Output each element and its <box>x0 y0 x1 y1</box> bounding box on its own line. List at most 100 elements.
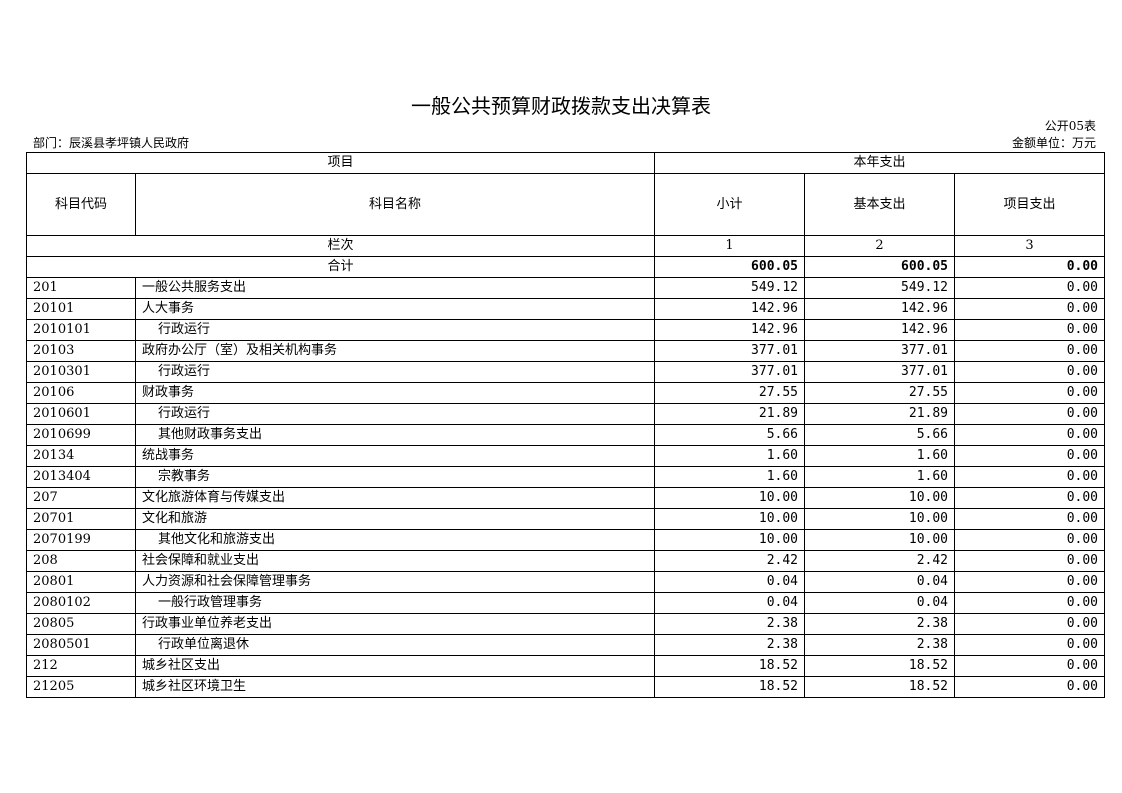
cell-basic: 5.66 <box>804 424 956 446</box>
table-row: 2010301 行政运行 377.01 377.01 0.00 <box>26 361 1106 383</box>
cell-code: 2080102 <box>26 592 136 614</box>
cell-basic: 27.55 <box>804 382 956 404</box>
cell-name: 财政事务 <box>134 382 656 404</box>
cell-basic: 2.42 <box>804 550 956 572</box>
cell-subtotal: 549.12 <box>654 277 806 299</box>
table-row: 2013404 宗教事务 1.60 1.60 0.00 <box>26 466 1106 488</box>
cell-basic: 1.60 <box>804 466 956 488</box>
cell-project: 0.00 <box>954 634 1106 656</box>
cell-subtotal: 142.96 <box>654 319 806 341</box>
cell-basic: 10.00 <box>804 487 956 509</box>
col-number-3: 3 <box>954 235 1106 257</box>
cell-project: 0.00 <box>954 361 1106 383</box>
cell-code: 20801 <box>26 571 136 593</box>
table-row: 2070199 其他文化和旅游支出 10.00 10.00 0.00 <box>26 529 1106 551</box>
cell-name: 人大事务 <box>134 298 656 320</box>
cell-code: 20103 <box>26 340 136 362</box>
header-row-2: 科目代码 科目名称 小计 基本支出 项目支出 <box>26 173 1106 236</box>
cell-name: 行政运行 <box>134 319 656 341</box>
cell-name: 一般公共服务支出 <box>134 277 656 299</box>
cell-name: 城乡社区支出 <box>134 655 656 677</box>
cell-code: 2013404 <box>26 466 136 488</box>
cell-subtotal: 0.04 <box>654 592 806 614</box>
header-subtotal: 小计 <box>654 173 806 236</box>
cell-project: 0.00 <box>954 487 1106 509</box>
cell-basic: 377.01 <box>804 340 956 362</box>
table-row: 2010699 其他财政事务支出 5.66 5.66 0.00 <box>26 424 1106 446</box>
cell-subtotal: 10.00 <box>654 529 806 551</box>
cell-subtotal: 2.38 <box>654 634 806 656</box>
cell-name: 行政事业单位养老支出 <box>134 613 656 635</box>
cell-project: 0.00 <box>954 571 1106 593</box>
cell-code: 2010699 <box>26 424 136 446</box>
cell-name: 行政单位离退休 <box>134 634 656 656</box>
table-row: 2080102 一般行政管理事务 0.04 0.04 0.00 <box>26 592 1106 614</box>
cell-project: 0.00 <box>954 676 1106 698</box>
cell-basic: 21.89 <box>804 403 956 425</box>
cell-basic: 549.12 <box>804 277 956 299</box>
table-row: 212 城乡社区支出 18.52 18.52 0.00 <box>26 655 1106 677</box>
cell-code: 208 <box>26 550 136 572</box>
expenditure-table: 项目 本年支出 科目代码 科目名称 小计 基本支出 项目支出 栏次 1 2 3 … <box>25 152 1106 698</box>
cell-basic: 0.04 <box>804 571 956 593</box>
total-label: 合计 <box>25 256 656 278</box>
cell-code: 201 <box>26 277 136 299</box>
table-row: 20805 行政事业单位养老支出 2.38 2.38 0.00 <box>26 613 1106 635</box>
cell-project: 0.00 <box>954 529 1106 551</box>
cell-subtotal: 18.52 <box>654 676 806 698</box>
cell-code: 207 <box>26 487 136 509</box>
cell-subtotal: 21.89 <box>654 403 806 425</box>
table-row: 2010601 行政运行 21.89 21.89 0.00 <box>26 403 1106 425</box>
table-row: 20103 政府办公厅（室）及相关机构事务 377.01 377.01 0.00 <box>26 340 1106 362</box>
cell-basic: 377.01 <box>804 361 956 383</box>
column-number-row: 栏次 1 2 3 <box>25 235 1106 257</box>
cell-basic: 142.96 <box>804 298 956 320</box>
cell-code: 2010601 <box>26 403 136 425</box>
cell-code: 20701 <box>26 508 136 530</box>
header-project: 项目 <box>25 152 656 174</box>
table-row: 20701 文化和旅游 10.00 10.00 0.00 <box>26 508 1106 530</box>
cell-subtotal: 1.60 <box>654 445 806 467</box>
header-current-year: 本年支出 <box>654 152 1106 174</box>
cell-project: 0.00 <box>954 298 1106 320</box>
cell-name: 其他财政事务支出 <box>134 424 656 446</box>
column-label: 栏次 <box>25 235 656 257</box>
cell-subtotal: 142.96 <box>654 298 806 320</box>
table-row: 207 文化旅游体育与传媒支出 10.00 10.00 0.00 <box>26 487 1106 509</box>
cell-name: 文化旅游体育与传媒支出 <box>134 487 656 509</box>
cell-subtotal: 27.55 <box>654 382 806 404</box>
table-row: 20801 人力资源和社会保障管理事务 0.04 0.04 0.00 <box>26 571 1106 593</box>
header-name: 科目名称 <box>134 173 656 236</box>
cell-project: 0.00 <box>954 466 1106 488</box>
page-title: 一般公共预算财政拨款支出决算表 <box>411 94 711 118</box>
cell-subtotal: 10.00 <box>654 508 806 530</box>
total-subtotal: 600.05 <box>654 256 806 278</box>
table-row: 208 社会保障和就业支出 2.42 2.42 0.00 <box>26 550 1106 572</box>
cell-code: 20134 <box>26 445 136 467</box>
cell-code: 20101 <box>26 298 136 320</box>
cell-name: 统战事务 <box>134 445 656 467</box>
cell-subtotal: 377.01 <box>654 340 806 362</box>
table-row: 20101 人大事务 142.96 142.96 0.00 <box>26 298 1106 320</box>
cell-basic: 2.38 <box>804 634 956 656</box>
cell-name: 社会保障和就业支出 <box>134 550 656 572</box>
department-label: 部门：辰溪县孝坪镇人民政府 <box>33 136 190 150</box>
cell-project: 0.00 <box>954 319 1106 341</box>
header-basic: 基本支出 <box>804 173 956 236</box>
cell-basic: 142.96 <box>804 319 956 341</box>
cell-subtotal: 377.01 <box>654 361 806 383</box>
table-row: 20134 统战事务 1.60 1.60 0.00 <box>26 445 1106 467</box>
cell-name: 宗教事务 <box>134 466 656 488</box>
col-number-2: 2 <box>804 235 956 257</box>
table-number: 公开05表 <box>1044 119 1096 133</box>
cell-project: 0.00 <box>954 382 1106 404</box>
cell-name: 行政运行 <box>134 403 656 425</box>
cell-name: 政府办公厅（室）及相关机构事务 <box>134 340 656 362</box>
total-basic: 600.05 <box>804 256 956 278</box>
table-row: 21205 城乡社区环境卫生 18.52 18.52 0.00 <box>26 676 1106 698</box>
cell-name: 一般行政管理事务 <box>134 592 656 614</box>
cell-project: 0.00 <box>954 403 1106 425</box>
cell-code: 2010301 <box>26 361 136 383</box>
cell-project: 0.00 <box>954 445 1106 467</box>
header-row-1: 项目 本年支出 <box>25 152 1106 174</box>
